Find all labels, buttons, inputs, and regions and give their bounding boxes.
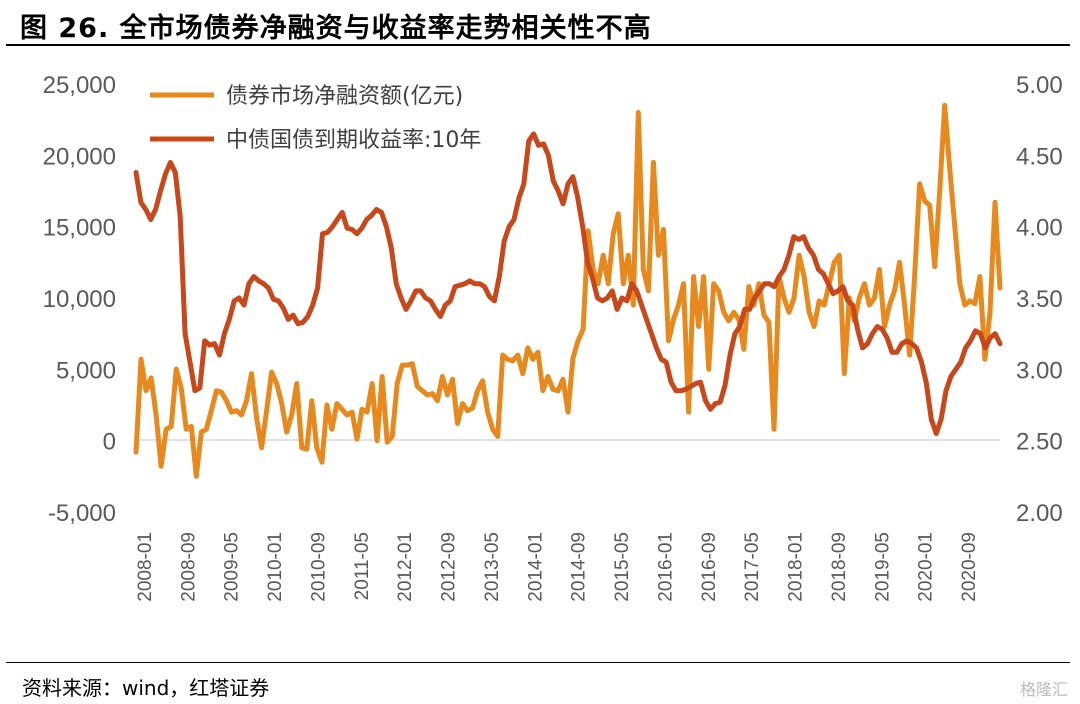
source-note: 资料来源：wind，红塔证券 [22, 676, 270, 700]
x-tick-label: 2013-05 [482, 532, 503, 602]
x-tick-label: 2010-01 [265, 532, 286, 602]
figure-title: 图 26. 全市场债券净融资与收益率走势相关性不高 [20, 13, 652, 44]
y-right-tick-label: 3.00 [1016, 357, 1063, 384]
x-tick-label: 2018-09 [829, 532, 850, 602]
y-right-tick-label: 4.50 [1016, 143, 1063, 170]
x-tick-label: 2009-05 [222, 532, 243, 602]
x-tick-label: 2014-09 [569, 532, 590, 602]
legend-label-net-financing: 债券市场净融资额(亿元) [226, 84, 463, 109]
y-left-tick-label: -5,000 [48, 500, 116, 527]
x-tick-label: 2019-05 [872, 532, 893, 602]
y-right-tick-label: 3.50 [1016, 286, 1063, 313]
y-axis-right-ticks: 2.00 2.50 3.00 3.50 4.00 4.50 5.00 [1016, 72, 1063, 527]
y-left-tick-label: 5,000 [56, 357, 116, 384]
y-right-tick-label: 4.00 [1016, 215, 1063, 242]
x-tick-label: 2017-05 [742, 532, 763, 602]
x-tick-label: 2011-05 [352, 532, 373, 600]
x-tick-label: 2010-09 [308, 532, 329, 602]
y-left-tick-label: 20,000 [43, 143, 116, 170]
x-tick-label: 2018-01 [786, 532, 807, 602]
x-tick-label: 2008-01 [135, 532, 156, 602]
y-right-tick-label: 2.00 [1016, 500, 1063, 527]
x-tick-label: 2008-09 [178, 532, 199, 602]
y-left-tick-label: 10,000 [43, 286, 116, 313]
x-tick-label: 2014-01 [525, 532, 546, 602]
y-axis-left-ticks: -5,000 0 5,000 10,000 15,000 20,000 25,000 [43, 72, 116, 527]
y-right-tick-label: 5.00 [1016, 72, 1063, 99]
x-tick-label: 2020-01 [916, 532, 937, 602]
x-tick-label: 2012-09 [439, 532, 460, 602]
x-tick-label: 2012-01 [395, 532, 416, 602]
y-right-tick-label: 2.50 [1016, 429, 1063, 456]
series-line-yield-10y [133, 131, 1003, 436]
y-left-tick-label: 15,000 [43, 215, 116, 242]
watermark-text: 格隆汇 [1019, 680, 1068, 699]
legend-label-yield-10y: 中债国债到期收益率:10年 [226, 128, 481, 153]
series-line-net-financing [133, 102, 1003, 479]
y-left-tick-label: 25,000 [43, 72, 116, 99]
x-tick-label: 2016-09 [699, 532, 720, 602]
source-rule [6, 662, 1070, 663]
x-tick-label: 2020-09 [959, 532, 980, 602]
legend: 债券市场净融资额(亿元) 中债国债到期收益率:10年 [150, 84, 481, 153]
x-axis-ticks: 2008-01 2008-09 2009-05 2010-01 2010-09 2011-… [135, 532, 980, 602]
x-tick-label: 2016-01 [655, 532, 676, 602]
y-left-tick-label: 0 [103, 429, 116, 456]
x-tick-label: 2015-05 [612, 532, 633, 602]
title-rule [6, 44, 1070, 46]
